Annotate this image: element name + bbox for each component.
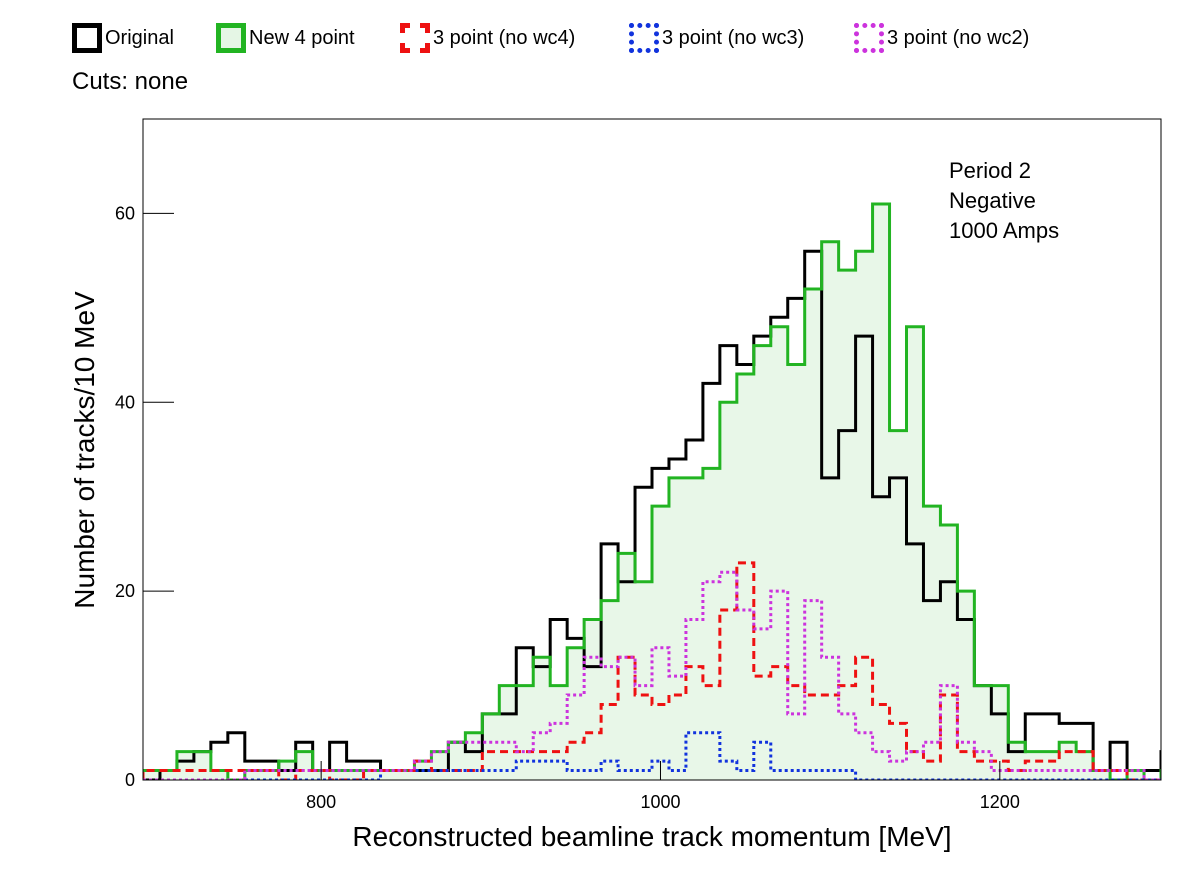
annotation-text: Negative: [949, 188, 1036, 213]
annotation-text: Period 2: [949, 158, 1031, 183]
series-line-2: [143, 561, 1161, 780]
legend-item: 3 point (no wc4): [400, 18, 575, 58]
legend-item: 3 point (no wc2): [854, 18, 1029, 58]
legend-item: Original: [72, 18, 174, 58]
plot-frame: [142, 118, 1162, 781]
x-tick-label: 1200: [980, 792, 1020, 812]
legend-swatch: [854, 23, 884, 53]
legend-item: New 4 point: [216, 18, 355, 58]
legend-label: New 4 point: [249, 26, 355, 49]
y-axis-title: Number of tracks/10 MeV: [69, 291, 100, 609]
y-tick-label: 0: [125, 770, 135, 790]
series-line-3: [143, 731, 1161, 780]
x-tick-label: 800: [306, 792, 336, 812]
series-fill-1: [143, 203, 1161, 780]
legend-swatch: [400, 23, 430, 53]
cuts-label: Cuts: none: [72, 68, 189, 95]
plot-area: [143, 202, 1161, 780]
legend-swatch: [629, 23, 659, 53]
y-tick-label: 60: [115, 203, 135, 223]
x-axis-title: Reconstructed beamline track momentum [M…: [352, 821, 951, 852]
legend: Original New 4 point 3 point (no wc4) 3 poi…: [0, 0, 1198, 60]
annotation-text: 1000 Amps: [949, 218, 1059, 243]
x-tick-label: 1000: [640, 792, 680, 812]
y-tick-label: 20: [115, 581, 135, 601]
legend-label: 3 point (no wc2): [887, 26, 1030, 49]
y-tick-label: 40: [115, 392, 135, 412]
legend-label: Original: [105, 26, 174, 49]
legend-swatch: [72, 23, 102, 53]
legend-label: 3 point (no wc4): [433, 26, 576, 49]
series-line-4: [143, 570, 1161, 780]
legend-item: 3 point (no wc3): [629, 18, 804, 58]
legend-label: 3 point (no wc3): [662, 26, 805, 49]
legend-swatch: [216, 23, 246, 53]
